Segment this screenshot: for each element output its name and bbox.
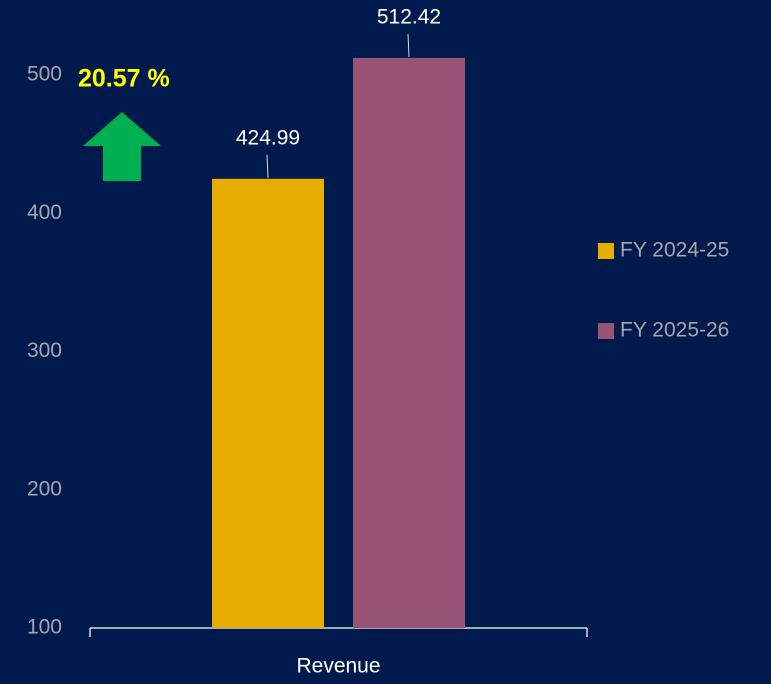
legend-swatch — [598, 323, 614, 339]
x-tick-label: Revenue — [296, 655, 380, 678]
y-tick-label: 300 — [27, 339, 62, 362]
data-label-leader — [407, 33, 410, 57]
y-tick-label: 400 — [27, 201, 62, 224]
y-tick-label: 100 — [27, 616, 62, 639]
legend-label: FY 2025-26 — [620, 319, 729, 342]
bar — [353, 57, 465, 629]
y-tick-label: 500 — [27, 63, 62, 86]
legend-label: FY 2024-25 — [620, 239, 729, 262]
y-tick-label: 200 — [27, 477, 62, 500]
data-label: 424.99 — [236, 126, 300, 149]
growth-arrow — [83, 112, 161, 181]
bar — [212, 178, 324, 628]
growth-annotation: 20.57 % — [78, 65, 170, 93]
data-label-leader — [266, 154, 269, 178]
legend-swatch — [598, 243, 614, 259]
data-label: 512.42 — [377, 5, 441, 28]
